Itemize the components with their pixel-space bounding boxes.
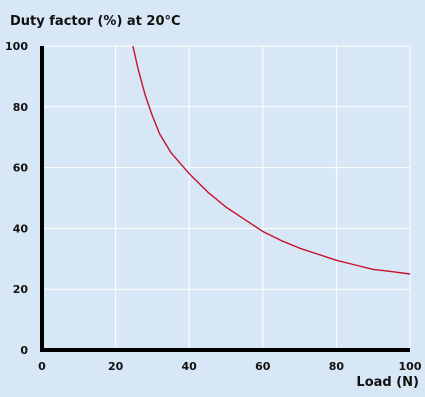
x-tick-label-0: 0 <box>38 360 46 373</box>
chart-title: Duty factor (%) at 20°C <box>10 14 181 29</box>
y-tick-label-80: 80 <box>13 101 29 114</box>
y-tick-label-100: 100 <box>5 40 28 53</box>
x-axis-label: Load (N) <box>356 375 419 390</box>
x-tick-label-100: 100 <box>399 360 422 373</box>
x-tick-label-80: 80 <box>329 360 345 373</box>
y-tick-label-60: 60 <box>13 162 29 175</box>
y-tick-label-40: 40 <box>13 222 29 235</box>
x-tick-label-60: 60 <box>255 360 271 373</box>
x-tick-label-20: 20 <box>108 360 124 373</box>
x-tick-label-40: 40 <box>182 360 198 373</box>
duty-factor-curve <box>132 45 411 275</box>
y-tick-label-0: 0 <box>20 344 28 357</box>
y-tick-label-20: 20 <box>13 283 29 296</box>
